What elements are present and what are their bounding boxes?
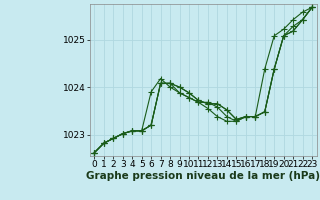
X-axis label: Graphe pression niveau de la mer (hPa): Graphe pression niveau de la mer (hPa) — [86, 171, 320, 181]
